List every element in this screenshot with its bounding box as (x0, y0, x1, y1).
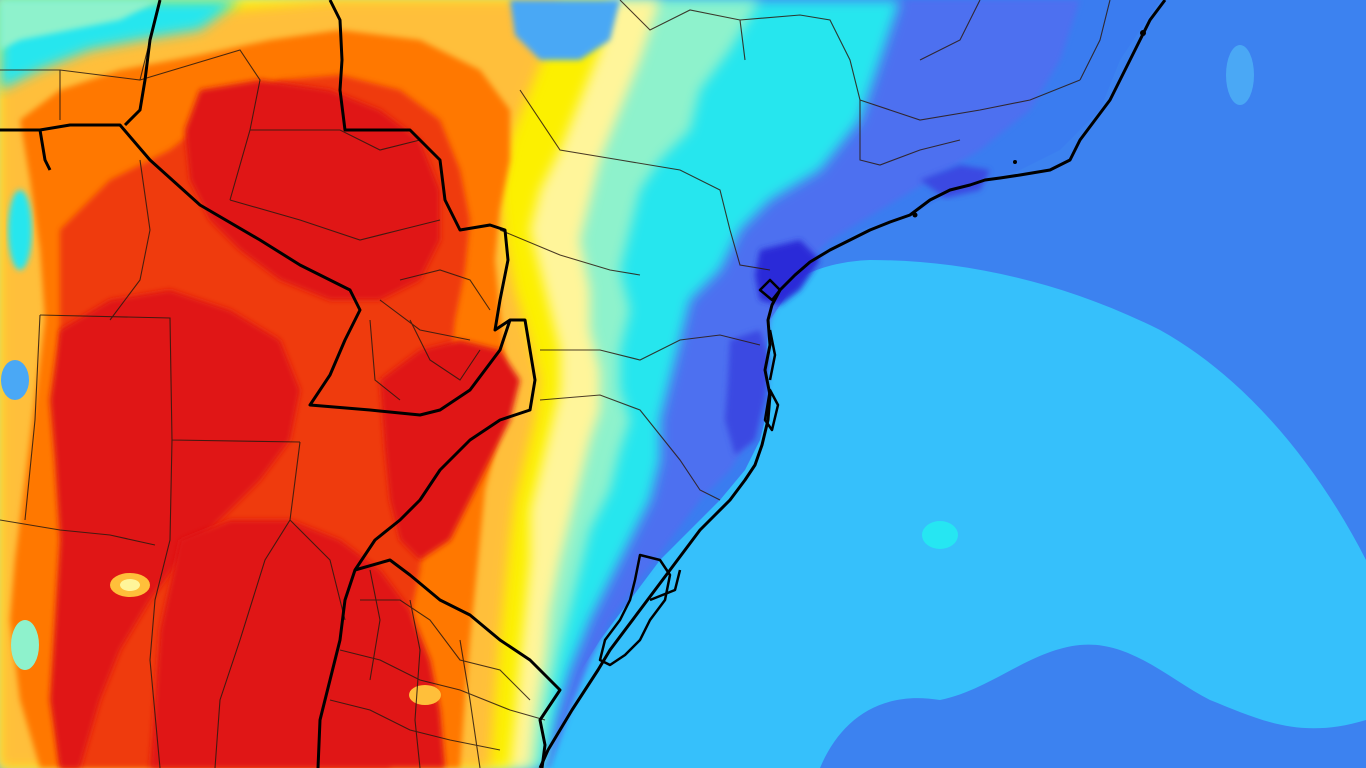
ocean-light-spot (922, 521, 958, 549)
islands (912, 30, 1146, 218)
ocean-deep-lower (820, 644, 1366, 768)
coastline (538, 0, 1167, 768)
state-borders (0, 0, 1111, 768)
warm-spot-4 (409, 685, 441, 705)
land-north-center-blue (510, 0, 620, 60)
ocean-light-spot-ne (1226, 45, 1254, 105)
land-red-core-west (50, 290, 300, 768)
warm-spot-2 (120, 579, 140, 591)
country-borders (0, 0, 562, 768)
land-north-aqua (0, 0, 160, 50)
cool-spot-west (1, 360, 29, 400)
lagoons (598, 278, 782, 667)
warm-spot-3 (11, 620, 39, 670)
land-dark-blue-core-3 (920, 165, 990, 198)
ocean-deep-spot (1338, 192, 1362, 228)
land-red-core-south (150, 520, 445, 768)
cool-spot-nw (8, 190, 32, 270)
land-dark-blue-core-2 (725, 330, 770, 455)
land-dark-blue-core-1 (755, 240, 820, 305)
